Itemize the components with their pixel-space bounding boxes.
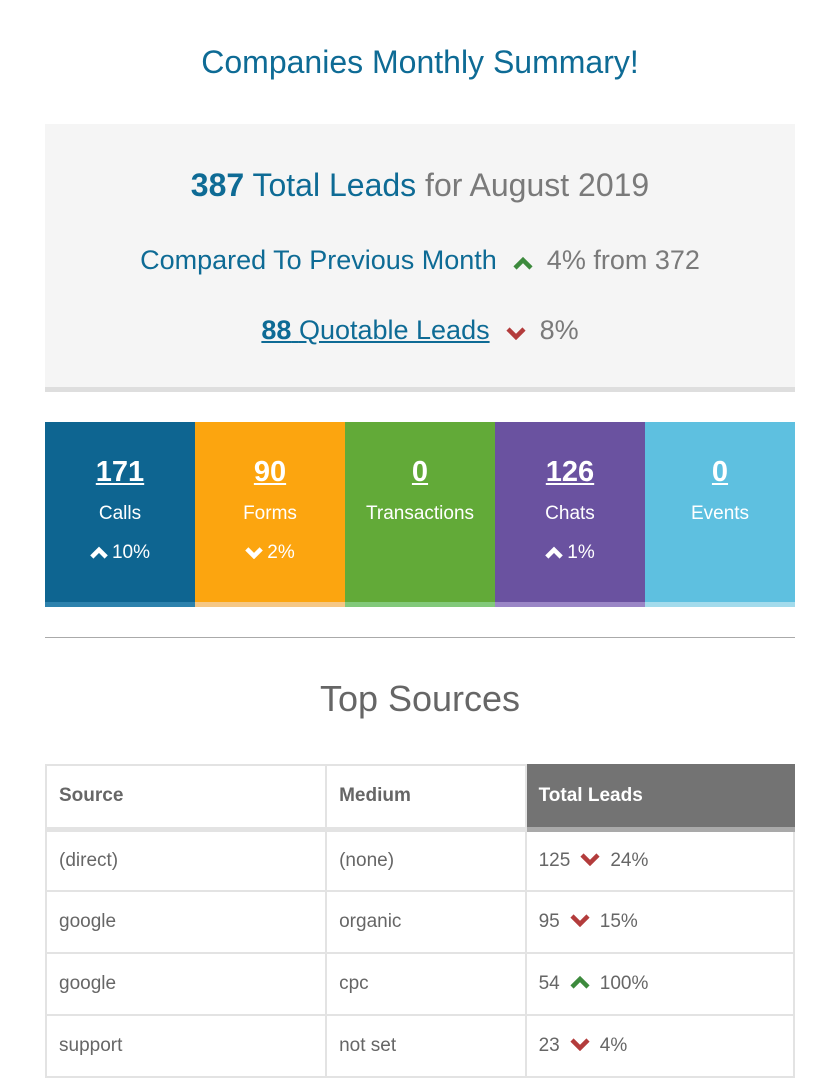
compare-line: Compared To Previous Month 4% from 372	[45, 245, 795, 277]
chevron-up-icon	[513, 246, 533, 277]
tile-label: Transactions	[365, 503, 475, 524]
quotable-line: 88 Quotable Leads 8%	[45, 315, 795, 347]
chevron-down-icon	[580, 850, 600, 872]
total-leads-number: 387	[190, 167, 245, 203]
tile-label: Chats	[545, 503, 595, 524]
tile-accent-bar	[645, 602, 795, 607]
compare-label: Compared To Previous Month	[140, 245, 497, 275]
quotable-leads-link[interactable]: 88 Quotable Leads	[261, 315, 489, 345]
tile-forms: 90 Forms 2%	[195, 422, 345, 607]
lead-type-tiles: 171 Calls 10% 90 Forms 2% 0 Transactions 126 Chat…	[45, 422, 795, 607]
tile-transactions: 0 Transactions	[345, 422, 495, 607]
total-leads-label: Total Leads	[252, 167, 417, 203]
total-value: 125	[538, 849, 571, 871]
change-value: 4%	[599, 1035, 628, 1056]
cell-source: google	[44, 952, 328, 1016]
page-title: Companies Monthly Summary!	[201, 44, 639, 80]
top-sources-table: Source Medium Total Leads (direct) (none)…	[44, 764, 796, 1078]
tile-calls: 171 Calls 10%	[45, 422, 195, 607]
tile-label: Calls	[98, 503, 142, 524]
tile-accent-bar	[495, 602, 645, 607]
tile-change-value: 1%	[567, 542, 595, 563]
tile-accent-bar	[195, 602, 345, 607]
cell-medium: cpc	[325, 952, 527, 1016]
table-row: google cpc 54 100%	[44, 952, 796, 1016]
tile-change-value: 2%	[267, 542, 295, 563]
chevron-down-icon	[570, 911, 590, 933]
tile-change: 1%	[495, 542, 645, 564]
cell-medium: not set	[325, 1014, 527, 1078]
tile-accent-bar	[345, 602, 495, 607]
tile-chats: 126 Chats 1%	[495, 422, 645, 607]
total-leads-line: 387 Total Leads for August 2019	[45, 167, 795, 204]
cell-source: support	[44, 1014, 328, 1078]
cell-medium: organic	[325, 890, 527, 954]
tile-value-link[interactable]: 126	[545, 456, 595, 488]
quotable-leads-number: 88	[261, 315, 292, 345]
total-value: 23	[538, 1035, 560, 1056]
change-value: 15%	[599, 911, 638, 932]
cell-source: (direct)	[44, 828, 328, 892]
header-medium[interactable]: Medium	[325, 764, 527, 832]
divider	[45, 637, 795, 638]
quotable-leads-label: Quotable Leads	[298, 315, 490, 345]
change-value: 100%	[599, 973, 649, 994]
top-sources-title: Top Sources	[319, 678, 521, 719]
tile-change: 10%	[45, 542, 195, 564]
chevron-down-icon	[245, 542, 267, 563]
table-header-row: Source Medium Total Leads	[44, 764, 796, 832]
chevron-up-icon	[545, 542, 567, 563]
total-value: 54	[538, 973, 560, 994]
tile-value-link[interactable]: 171	[95, 456, 145, 488]
total-value: 95	[538, 911, 560, 932]
tile-change-value: 10%	[111, 542, 151, 563]
summary-panel: 387 Total Leads for August 2019 Compared…	[45, 124, 795, 392]
cell-medium: (none)	[325, 828, 527, 892]
tile-change: 2%	[195, 542, 345, 564]
tile-value-link[interactable]: 90	[253, 456, 287, 488]
compare-value: 4% from 372	[546, 245, 700, 275]
tile-label: Events	[690, 503, 750, 524]
cell-total-leads: 23 4%	[524, 1014, 796, 1078]
quotable-change: 8%	[539, 315, 579, 345]
chevron-up-icon	[570, 973, 590, 995]
cell-total-leads: 125 24%	[524, 828, 796, 892]
table-row: google organic 95 15%	[44, 890, 796, 954]
table-row: (direct) (none) 125 24%	[44, 828, 796, 892]
chevron-down-icon	[570, 1035, 590, 1057]
cell-source: google	[44, 890, 328, 954]
chevron-down-icon	[506, 316, 526, 347]
chevron-up-icon	[90, 542, 112, 563]
table-row: support not set 23 4%	[44, 1014, 796, 1078]
period-label: for August 2019	[425, 167, 650, 203]
tile-value-link[interactable]: 0	[711, 456, 729, 488]
header-total-leads[interactable]: Total Leads	[524, 764, 796, 832]
change-value: 24%	[610, 849, 649, 871]
cell-total-leads: 54 100%	[524, 952, 796, 1016]
tile-accent-bar	[45, 602, 195, 607]
tile-label: Forms	[243, 503, 297, 524]
cell-total-leads: 95 15%	[524, 890, 796, 954]
tile-events: 0 Events	[645, 422, 795, 607]
header-source[interactable]: Source	[44, 764, 328, 832]
tile-value-link[interactable]: 0	[411, 456, 429, 488]
